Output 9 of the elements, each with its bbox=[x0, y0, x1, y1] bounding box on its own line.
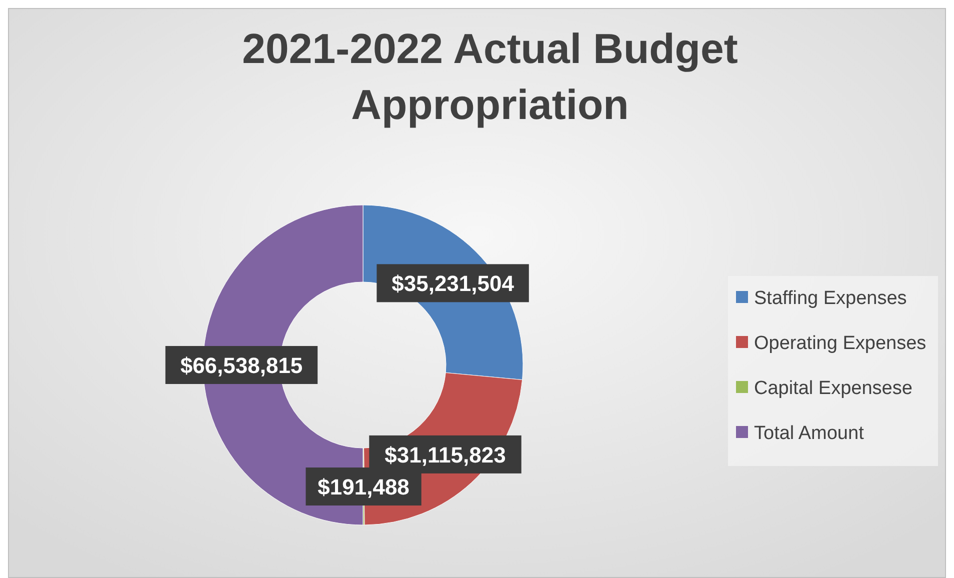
data-label: $35,231,504 bbox=[392, 271, 515, 296]
data-label: $31,115,823 bbox=[384, 442, 506, 468]
legend-label: Capital Expensese bbox=[754, 378, 912, 399]
legend-label: Operating Expenses bbox=[754, 333, 926, 354]
legend-label: Total Amount bbox=[754, 423, 865, 444]
legend-label: Staffing Expenses bbox=[754, 288, 907, 309]
data-label: $66,538,815 bbox=[180, 353, 303, 378]
chart-title: 2021-2022 Actual Budget Appropriation bbox=[242, 25, 738, 128]
data-label: $191,488 bbox=[318, 474, 410, 500]
